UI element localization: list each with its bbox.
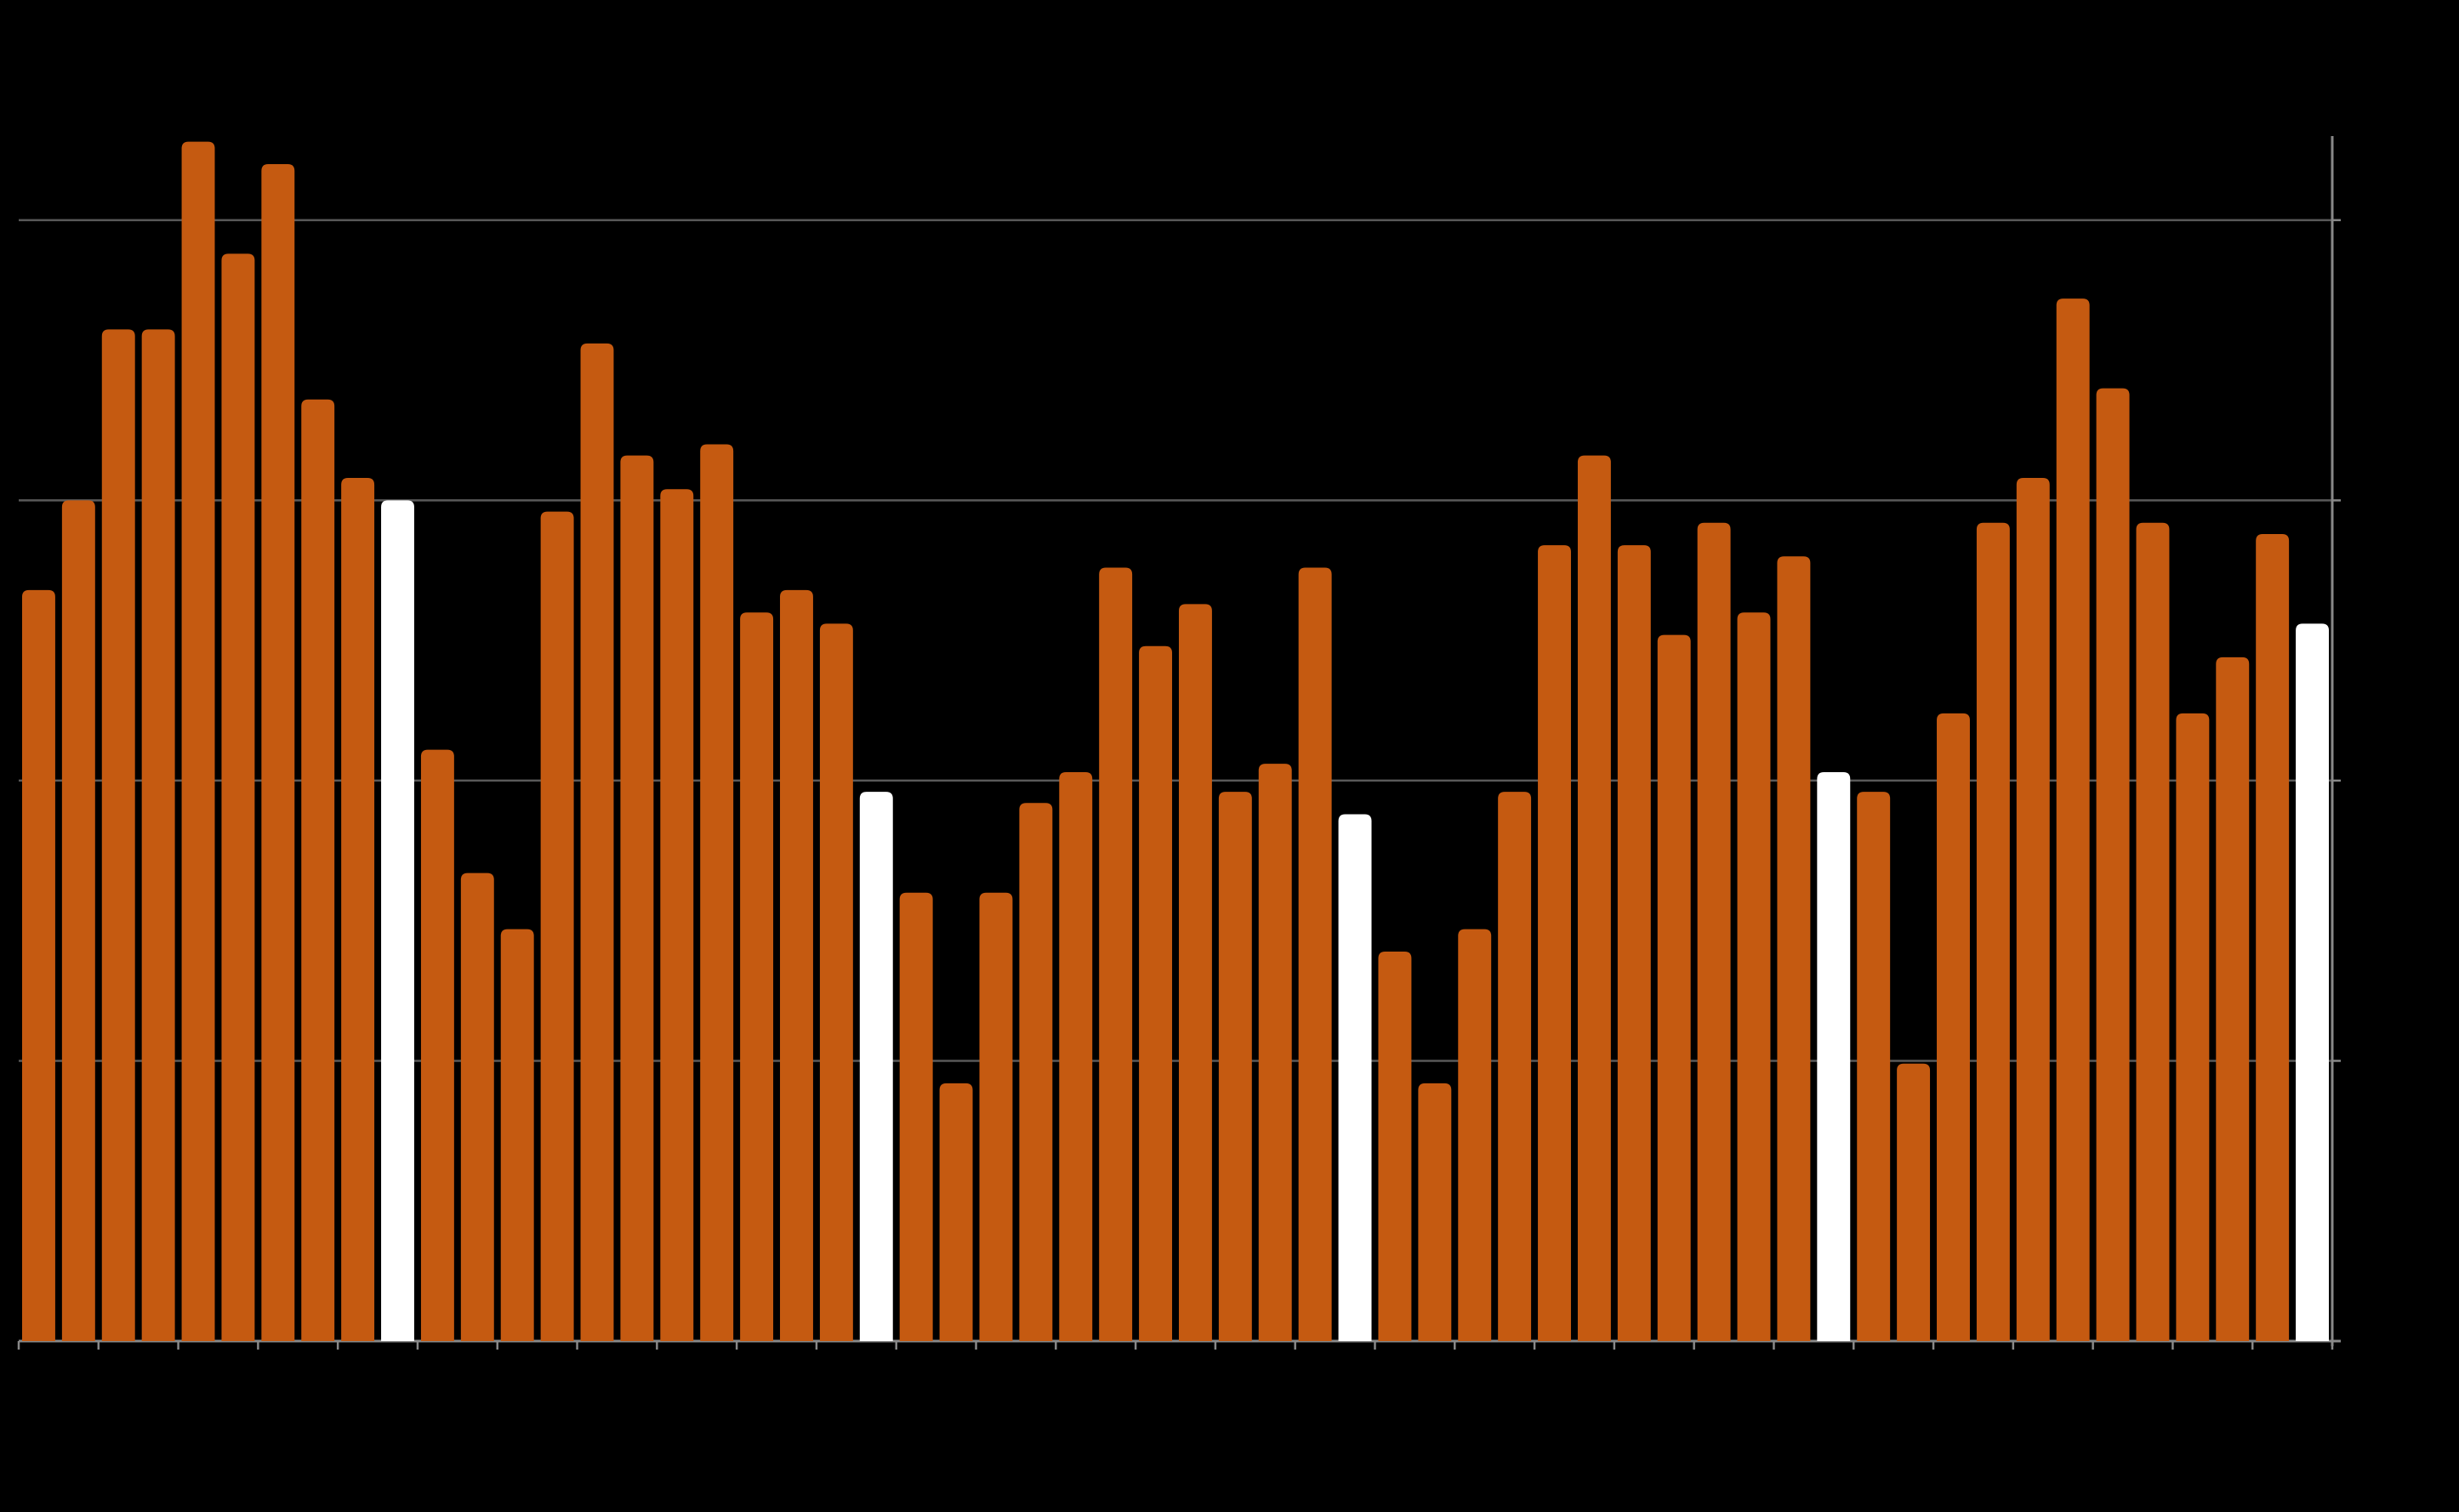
bar <box>341 478 375 1341</box>
bar <box>1258 764 1292 1341</box>
bar <box>1059 772 1093 1341</box>
bar <box>1418 1083 1452 1341</box>
bar <box>2176 713 2210 1341</box>
bar <box>1099 567 1133 1341</box>
bar <box>381 500 414 1341</box>
bar <box>1976 522 2010 1341</box>
bar <box>2256 533 2290 1341</box>
bar <box>1657 634 1691 1341</box>
bar <box>181 141 215 1341</box>
bar <box>101 329 135 1342</box>
bar <box>1218 792 1252 1341</box>
bar <box>21 589 55 1341</box>
bar <box>2016 478 2050 1341</box>
bar <box>61 500 95 1341</box>
bar <box>660 489 694 1341</box>
bar <box>620 455 654 1342</box>
bar <box>1538 545 1571 1341</box>
bar <box>1817 772 1851 1341</box>
bar <box>899 892 933 1341</box>
bar <box>221 253 255 1341</box>
bar <box>420 749 454 1341</box>
bar <box>1019 803 1053 1341</box>
bar <box>1338 814 1372 1341</box>
bar <box>1498 792 1532 1341</box>
bar <box>2216 657 2250 1341</box>
bar <box>1178 604 1212 1341</box>
bar <box>1139 645 1173 1341</box>
bar <box>1937 713 1970 1341</box>
bar <box>1897 1063 1931 1341</box>
bar <box>740 612 774 1341</box>
bar <box>979 892 1013 1341</box>
bar <box>2096 388 2130 1341</box>
bar <box>700 444 734 1342</box>
bar <box>580 343 614 1341</box>
bar <box>2136 522 2170 1341</box>
bar <box>1577 455 1611 1342</box>
bar <box>780 589 813 1341</box>
bar <box>1697 522 1731 1341</box>
bar <box>1378 951 1412 1341</box>
bar <box>1857 792 1891 1341</box>
bar <box>1777 556 1811 1341</box>
bar <box>1298 567 1332 1341</box>
bar <box>859 792 893 1341</box>
bar <box>540 511 574 1341</box>
bar <box>2296 623 2330 1341</box>
bar <box>1458 929 1492 1341</box>
bar <box>261 163 295 1341</box>
bar <box>1737 612 1771 1341</box>
bar <box>819 623 853 1341</box>
bar <box>460 873 494 1341</box>
bar <box>1617 545 1651 1341</box>
bar <box>301 399 335 1341</box>
bar <box>500 929 534 1341</box>
bar <box>939 1083 973 1341</box>
bar <box>141 329 175 1342</box>
bar <box>2056 298 2090 1341</box>
